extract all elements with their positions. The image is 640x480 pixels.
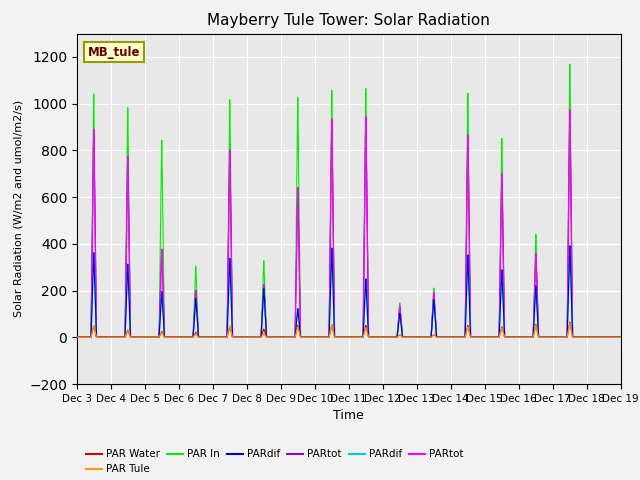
Legend: PAR Water, PAR Tule, PAR In, PARdif, PARtot, PARdif, PARtot: PAR Water, PAR Tule, PAR In, PARdif, PAR…	[82, 445, 468, 479]
Title: Mayberry Tule Tower: Solar Radiation: Mayberry Tule Tower: Solar Radiation	[207, 13, 490, 28]
Text: MB_tule: MB_tule	[88, 46, 140, 59]
Y-axis label: Solar Radiation (W/m2 and umol/m2/s): Solar Radiation (W/m2 and umol/m2/s)	[13, 100, 24, 317]
X-axis label: Time: Time	[333, 409, 364, 422]
